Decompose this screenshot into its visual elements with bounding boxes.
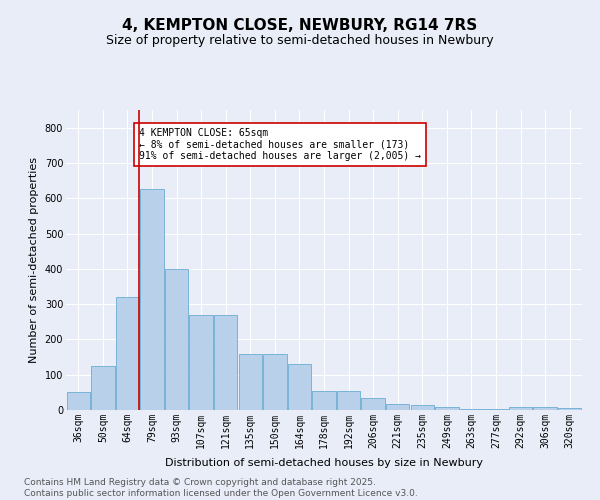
Bar (558, 408, 581, 410)
Bar (337, 392, 360, 410)
Bar (509, 407, 532, 410)
Bar (288, 364, 311, 410)
Bar (410, 406, 434, 410)
Bar (386, 404, 409, 410)
Bar (239, 354, 262, 410)
Text: Distribution of semi-detached houses by size in Newbury: Distribution of semi-detached houses by … (165, 458, 483, 468)
Bar (313, 392, 335, 410)
Bar (435, 407, 458, 410)
Bar (533, 407, 557, 410)
Bar (484, 409, 508, 410)
Bar (214, 316, 238, 410)
Y-axis label: Number of semi-detached properties: Number of semi-detached properties (29, 157, 39, 363)
Bar (361, 398, 385, 410)
Text: 4 KEMPTON CLOSE: 65sqm
← 8% of semi-detached houses are smaller (173)
91% of sem: 4 KEMPTON CLOSE: 65sqm ← 8% of semi-deta… (139, 128, 421, 161)
Bar (91, 366, 115, 410)
Text: Size of property relative to semi-detached houses in Newbury: Size of property relative to semi-detach… (106, 34, 494, 47)
Bar (190, 316, 213, 410)
Bar (263, 354, 287, 410)
Text: Contains HM Land Registry data © Crown copyright and database right 2025.
Contai: Contains HM Land Registry data © Crown c… (24, 478, 418, 498)
Bar (116, 297, 139, 410)
Text: 4, KEMPTON CLOSE, NEWBURY, RG14 7RS: 4, KEMPTON CLOSE, NEWBURY, RG14 7RS (122, 18, 478, 32)
Bar (165, 269, 188, 410)
Bar (140, 190, 164, 410)
Bar (67, 392, 90, 410)
Bar (460, 409, 483, 410)
